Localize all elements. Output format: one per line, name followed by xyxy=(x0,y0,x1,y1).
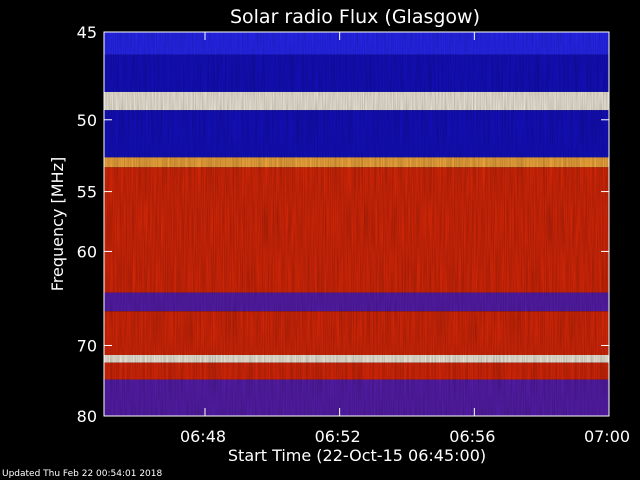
x-tick-label: 06:56 xyxy=(449,427,495,446)
y-axis-label: Frequency [MHz] xyxy=(48,157,67,291)
plot-area xyxy=(103,31,610,417)
y-tick-label: 45 xyxy=(77,23,97,42)
y-tick-label: 80 xyxy=(77,407,97,426)
y-tick-label: 50 xyxy=(77,111,97,130)
x-tick-label: 06:48 xyxy=(180,427,226,446)
plot-frame xyxy=(103,31,610,417)
y-tick-label: 60 xyxy=(77,242,97,261)
x-tick-label: 06:52 xyxy=(315,427,361,446)
chart-title: Solar radio Flux (Glasgow) xyxy=(230,6,480,28)
spectrogram-texture xyxy=(104,32,609,416)
y-axis: 45 50 55 60 70 80 xyxy=(77,23,609,426)
x-tick-label: 07:00 xyxy=(584,427,630,446)
y-tick-label: 70 xyxy=(77,336,97,355)
x-axis: 06:48 06:52 06:56 07:00 xyxy=(180,32,630,446)
y-tick-label: 55 xyxy=(77,183,97,202)
x-axis-label: Start Time (22-Oct-15 06:45:00) xyxy=(228,446,486,465)
updated-timestamp: Updated Thu Feb 22 00:54:01 2018 xyxy=(2,469,163,479)
